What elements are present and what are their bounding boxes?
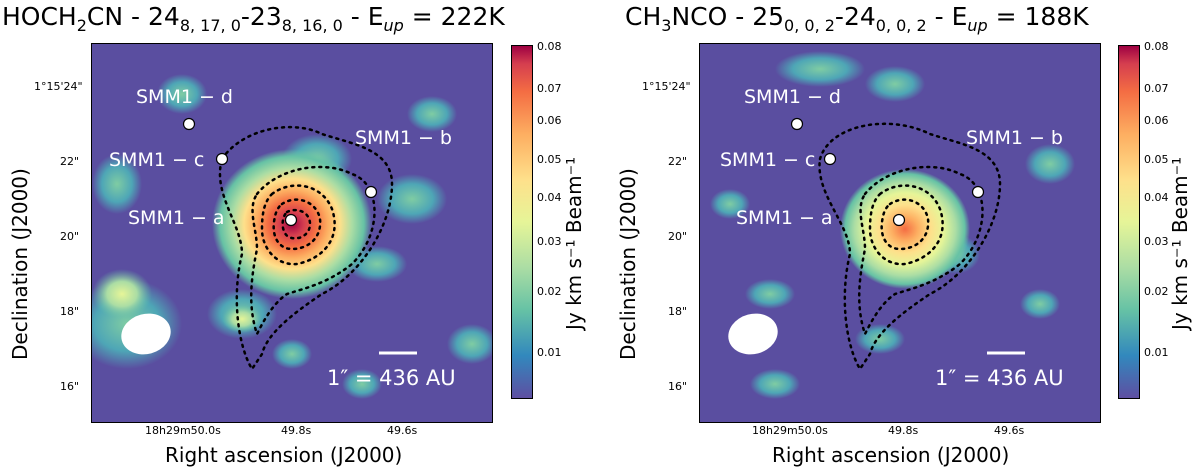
beam-ellipse xyxy=(728,313,778,355)
x-tick: 49.8s xyxy=(888,424,919,437)
x-tick: 18h29m50.0s xyxy=(752,424,828,437)
x-tick: 49.6s xyxy=(994,424,1025,437)
y-axis-label-left: Declination (J2000) xyxy=(8,168,32,360)
source-label-a: SMM1 − a xyxy=(736,207,833,229)
colorbar-tick: 0.04 xyxy=(1144,191,1169,204)
colorbar-tick: 0.03 xyxy=(1144,235,1169,248)
colorbar-tick: 0.08 xyxy=(537,40,562,53)
contours-right xyxy=(818,122,1002,372)
colorbar-tick: 0.01 xyxy=(537,346,562,359)
heatmap-svg-left xyxy=(92,44,492,422)
colorbar-tick: 0.06 xyxy=(537,114,562,127)
y-tick: 18" xyxy=(60,305,80,318)
source-marker-a xyxy=(892,213,906,227)
source-label-d: SMM1 − d xyxy=(744,86,841,108)
colorbar-left xyxy=(511,45,533,399)
colorbar-tick: 0.02 xyxy=(537,285,562,298)
y-tick: 22" xyxy=(668,155,688,168)
colorbar-tick: 0.05 xyxy=(1144,153,1169,166)
colorbar-tick: 0.07 xyxy=(537,82,562,95)
y-tick: 22" xyxy=(60,155,80,168)
x-tick: 18h29m50.0s xyxy=(145,424,221,437)
contours-left xyxy=(218,125,394,372)
source-label-a: SMM1 − a xyxy=(128,207,225,229)
colorbar-tick: 0.06 xyxy=(1144,114,1169,127)
y-tick: 16" xyxy=(60,380,80,393)
source-label-c: SMM1 − c xyxy=(109,149,205,171)
colorbar-tick: 0.07 xyxy=(1144,82,1169,95)
y-tick: 20" xyxy=(668,230,688,243)
heatmap-left: SMM1 − d SMM1 − c SMM1 − b SMM1 − a 1″ =… xyxy=(91,43,493,423)
source-marker-d xyxy=(790,117,804,131)
colorbar-tick: 0.04 xyxy=(537,191,562,204)
colorbar-right xyxy=(1118,45,1140,399)
beam-ellipse xyxy=(121,313,171,355)
colorbar-label-right: Jy km s⁻¹ Beam⁻¹ xyxy=(1168,156,1192,330)
colorbar-tick: 0.05 xyxy=(537,153,562,166)
heatmap-right: SMM1 − d SMM1 − c SMM1 − b SMM1 − a 1″ =… xyxy=(699,43,1101,423)
source-marker-c xyxy=(215,152,229,166)
x-tick: 49.8s xyxy=(281,424,312,437)
y-tick: 1°15'24" xyxy=(642,80,691,93)
panel-title: CH3NCO - 250, 0, 2-240, 0, 2 - Eup = 188… xyxy=(625,2,1089,35)
source-label-b: SMM1 − b xyxy=(966,127,1063,149)
source-marker-a xyxy=(284,213,298,227)
y-tick: 18" xyxy=(668,305,688,318)
source-marker-c xyxy=(823,152,837,166)
scale-label: 1″ = 436 AU xyxy=(327,366,456,390)
heatmap-svg-right xyxy=(700,44,1100,422)
source-label-d: SMM1 − d xyxy=(136,86,233,108)
colorbar-tick: 0.03 xyxy=(537,235,562,248)
colorbar-tick: 0.08 xyxy=(1144,40,1169,53)
source-marker-b xyxy=(364,185,378,199)
source-marker-d xyxy=(182,117,196,131)
y-tick: 20" xyxy=(60,230,80,243)
y-axis-label-right: Declination (J2000) xyxy=(616,168,640,360)
y-tick: 16" xyxy=(668,380,688,393)
y-tick: 1°15'24" xyxy=(34,80,83,93)
panel-title: HOCH2CN - 248, 17, 0-238, 16, 0 - Eup = … xyxy=(2,2,505,35)
source-label-b: SMM1 − b xyxy=(355,127,452,149)
colorbar-tick: 0.01 xyxy=(1144,346,1169,359)
colorbar-label-left: Jy km s⁻¹ Beam⁻¹ xyxy=(562,156,586,330)
scale-label: 1″ = 436 AU xyxy=(935,366,1064,390)
x-axis-label-right: Right ascension (J2000) xyxy=(772,443,1010,467)
x-tick: 49.6s xyxy=(387,424,418,437)
source-label-c: SMM1 − c xyxy=(720,149,816,171)
colorbar-tick: 0.02 xyxy=(1144,285,1169,298)
source-marker-b xyxy=(971,185,985,199)
x-axis-label-left: Right ascension (J2000) xyxy=(165,443,403,467)
